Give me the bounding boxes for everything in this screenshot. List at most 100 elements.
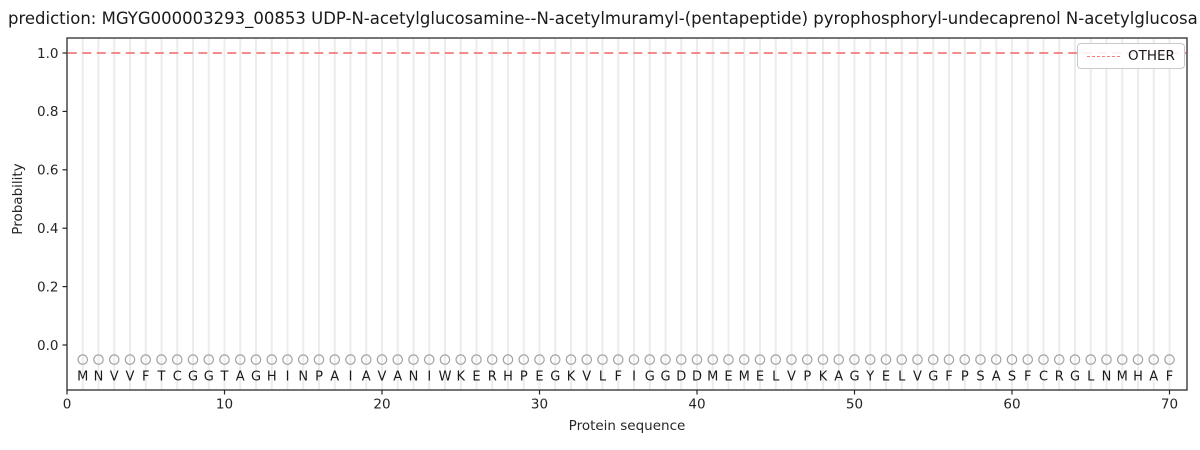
residue-marker <box>250 354 262 365</box>
residue-letter: L <box>1087 369 1095 384</box>
residue-letter: P <box>315 369 323 384</box>
residue-letter: F <box>1024 369 1031 384</box>
residue-marker <box>486 354 498 365</box>
residue-marker <box>518 354 530 365</box>
residue-letter: I <box>349 369 353 384</box>
residue-letter: T <box>220 369 229 384</box>
residue-marker <box>187 354 199 365</box>
residue-letter: D <box>692 369 702 384</box>
y-axis-label: Probability <box>10 163 26 235</box>
legend-label: OTHER <box>1128 48 1175 64</box>
residue-letter: N <box>409 369 419 384</box>
residue-marker <box>1006 354 1018 365</box>
residue-letter: H <box>1133 369 1143 384</box>
residue-marker <box>534 354 545 365</box>
residue-marker <box>675 354 687 365</box>
residue-marker <box>975 354 986 365</box>
axes-spines <box>66 37 1188 391</box>
residue-marker <box>392 354 404 365</box>
residue-letter: I <box>427 369 431 384</box>
residue-marker <box>628 354 640 365</box>
residue-marker <box>1116 354 1128 365</box>
residue-letter: Y <box>865 369 874 384</box>
x-axis-label: Protein sequence <box>568 418 686 434</box>
residue-letter: M <box>77 369 88 384</box>
residue-marker <box>644 354 656 365</box>
residue-marker <box>1085 354 1097 365</box>
residue-marker <box>124 354 136 365</box>
x-tick-label: 40 <box>688 397 705 413</box>
residue-letter: A <box>1149 369 1158 384</box>
residue-letter: V <box>110 369 119 384</box>
residue-marker <box>329 354 341 365</box>
residue-letter: R <box>1055 369 1064 384</box>
residue-marker <box>549 354 561 365</box>
residue-marker <box>1101 354 1112 365</box>
residue-letter: F <box>945 369 952 384</box>
chart-title: prediction: MGYG000003293_00853 UDP-N-ac… <box>8 9 1198 28</box>
y-tick-label: 1.0 <box>37 46 58 62</box>
residue-letter: R <box>488 369 497 384</box>
residue-letter: I <box>632 369 636 384</box>
residue-marker <box>1022 354 1034 365</box>
residue-letter: G <box>550 369 560 384</box>
residue-marker <box>770 354 782 365</box>
residue-marker <box>801 354 813 365</box>
y-tick-label: 0.6 <box>37 163 58 179</box>
residue-marker <box>219 354 230 365</box>
residue-marker <box>1038 354 1049 365</box>
residue-letter: A <box>992 369 1001 384</box>
residue-letter: V <box>913 369 922 384</box>
y-tick-label: 0.4 <box>37 221 58 237</box>
residue-marker <box>738 354 750 365</box>
residue-letter: E <box>535 369 543 384</box>
residue-letter: V <box>378 369 387 384</box>
residue-letter: N <box>94 369 104 384</box>
residue-letter: G <box>204 369 214 384</box>
residue-marker <box>597 354 608 365</box>
residue-letter: E <box>724 369 732 384</box>
residue-marker <box>1069 354 1081 365</box>
residue-marker <box>707 354 719 365</box>
residue-marker <box>612 354 624 365</box>
residue-marker <box>297 354 309 365</box>
residue-marker <box>691 354 703 365</box>
x-tick-label: 0 <box>63 397 72 413</box>
residue-letter: G <box>1070 369 1080 384</box>
x-tick-label: 70 <box>1161 397 1178 413</box>
residue-marker <box>660 354 671 365</box>
residue-letter: E <box>756 369 764 384</box>
residue-letter: C <box>173 369 182 384</box>
residue-marker <box>140 354 152 365</box>
x-tick-label: 50 <box>846 397 863 413</box>
residue-letter: G <box>849 369 859 384</box>
residue-marker <box>234 354 246 365</box>
residue-letter: A <box>393 369 402 384</box>
residue-marker <box>754 354 766 365</box>
residue-marker <box>817 354 829 365</box>
residue-marker <box>581 354 593 365</box>
residue-letter: H <box>267 369 277 384</box>
residue-letter: A <box>362 369 371 384</box>
residue-letter: K <box>819 369 828 384</box>
residue-letter: G <box>928 369 938 384</box>
residue-letter: E <box>472 369 480 384</box>
residue-letter: E <box>882 369 890 384</box>
residue-marker <box>471 354 482 365</box>
residue-marker <box>408 354 419 365</box>
residue-marker <box>1132 354 1144 365</box>
residue-letter: S <box>976 369 984 384</box>
residue-letter: M <box>707 369 718 384</box>
residue-letter: I <box>286 369 290 384</box>
residue-letter: F <box>615 369 622 384</box>
residue-letter: G <box>660 369 670 384</box>
residue-marker <box>171 354 183 365</box>
residue-letter: K <box>456 369 465 384</box>
residue-marker <box>1053 354 1065 365</box>
residue-marker <box>786 354 797 365</box>
residue-marker <box>896 354 908 365</box>
residue-marker <box>282 354 293 365</box>
residue-letter: P <box>961 369 969 384</box>
x-tick-label: 30 <box>531 397 548 413</box>
